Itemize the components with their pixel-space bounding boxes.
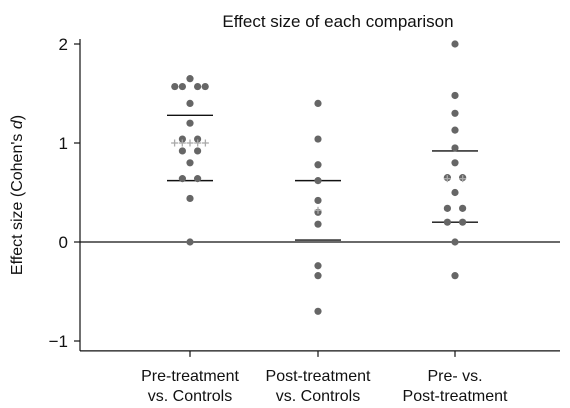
x-category-label-line1: Post-treatment: [266, 368, 371, 385]
chart-title: Effect size of each comparison: [222, 12, 453, 31]
data-point: [178, 82, 186, 91]
mean-marker: [443, 175, 451, 183]
data-point: [451, 159, 459, 167]
data-point: [314, 220, 322, 228]
data-point: [451, 126, 459, 134]
data-point: [314, 177, 322, 185]
y-tick-label: 0: [59, 233, 68, 252]
data-point: [451, 91, 459, 100]
x-category-label-line2: Post-treatment: [403, 388, 508, 405]
y-axis-label-suffix: ): [9, 115, 26, 120]
data-point: [314, 262, 322, 270]
y-axis-label: Effect size (Cohen's d): [9, 115, 26, 275]
data-point: [451, 40, 459, 48]
data-point: [314, 135, 322, 143]
data-point: [451, 272, 459, 280]
x-category-label-line1: Pre- vs.: [427, 368, 482, 385]
data-point: [186, 75, 194, 83]
data-point: [194, 147, 202, 155]
y-tick-label: −1: [49, 332, 68, 351]
data-point: [194, 135, 202, 143]
data-point: [186, 159, 194, 167]
data-point: [459, 204, 467, 212]
data-point: [451, 144, 459, 152]
mean-marker: [201, 139, 209, 147]
data-point: [194, 82, 202, 91]
data-point: [314, 196, 322, 205]
y-axis-label-symbol: d: [9, 119, 26, 129]
data-point: [178, 147, 186, 155]
data-point: [186, 238, 194, 246]
x-category-label-line2: vs. Controls: [276, 388, 360, 405]
x-category-label-line1: Pre-treatment: [141, 368, 239, 385]
mean-marker: [178, 139, 186, 147]
mean-marker: [186, 139, 194, 147]
data-point: [314, 272, 322, 280]
data-point: [201, 82, 209, 91]
data-point: [443, 204, 451, 212]
data-point: [443, 218, 451, 226]
data-point: [171, 82, 179, 91]
y-axis-label-text: Effect size (Cohen's: [9, 129, 26, 275]
data-point: [314, 161, 322, 169]
data-point: [451, 188, 459, 197]
mean-marker: [314, 206, 322, 214]
x-category-label-line2: vs. Controls: [148, 388, 232, 405]
data-point: [194, 175, 202, 183]
data-point: [178, 135, 186, 143]
data-point: [186, 194, 194, 203]
data-point: [186, 119, 194, 127]
data-point: [178, 175, 186, 183]
data-point: [314, 99, 322, 107]
data-point: [314, 307, 322, 315]
mean-marker: [194, 139, 202, 147]
y-tick-label: 1: [59, 134, 68, 153]
data-point: [451, 109, 459, 117]
y-tick-label: 2: [59, 35, 68, 54]
data-point: [186, 99, 194, 107]
mean-marker: [459, 175, 467, 183]
mean-marker: [171, 139, 179, 147]
data-point: [459, 218, 467, 226]
data-point: [451, 238, 459, 246]
